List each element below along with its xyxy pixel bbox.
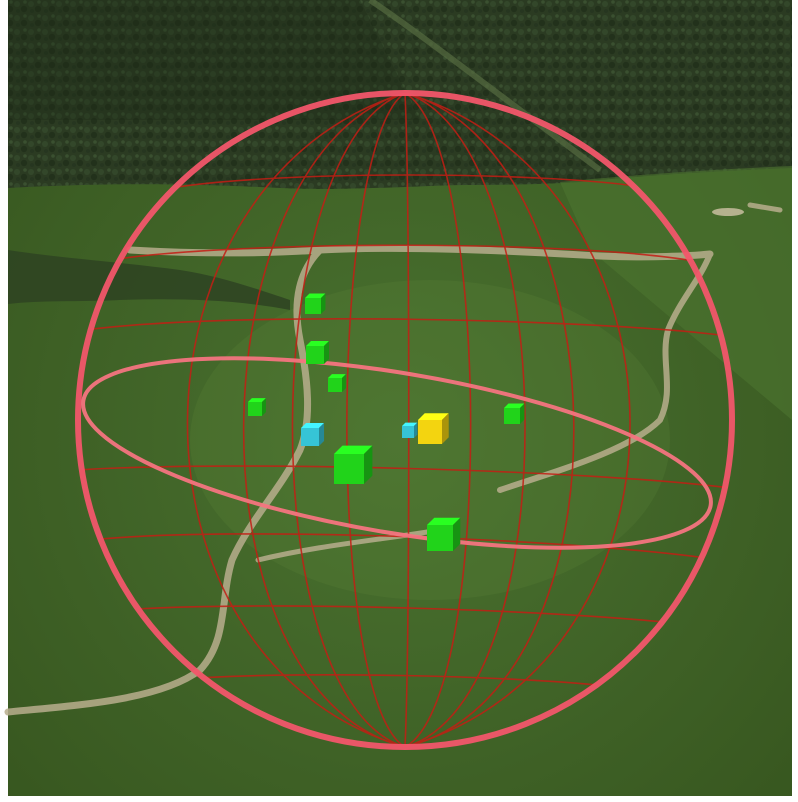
yellow-cube-marker[interactable] <box>418 413 449 444</box>
forest-strip-left <box>8 250 290 310</box>
green-cube-marker[interactable] <box>328 374 346 392</box>
cyan-cube-marker[interactable] <box>301 422 325 446</box>
dirt-paths <box>4 202 783 716</box>
sphere-boundary <box>75 90 735 750</box>
forest-shadow <box>8 0 420 120</box>
green-cube-marker[interactable] <box>334 445 373 484</box>
green-cube-marker[interactable] <box>504 403 525 424</box>
clearing <box>560 166 792 420</box>
green-cube-marker[interactable] <box>305 293 326 314</box>
green-cube-marker[interactable] <box>306 340 330 364</box>
cyan-cube-marker[interactable] <box>402 422 418 438</box>
green-cube-marker[interactable] <box>427 517 461 551</box>
green-cube-marker[interactable] <box>248 398 266 416</box>
sphere-equator <box>81 356 713 550</box>
sphere-grid <box>78 93 731 747</box>
forest-track <box>368 0 602 173</box>
